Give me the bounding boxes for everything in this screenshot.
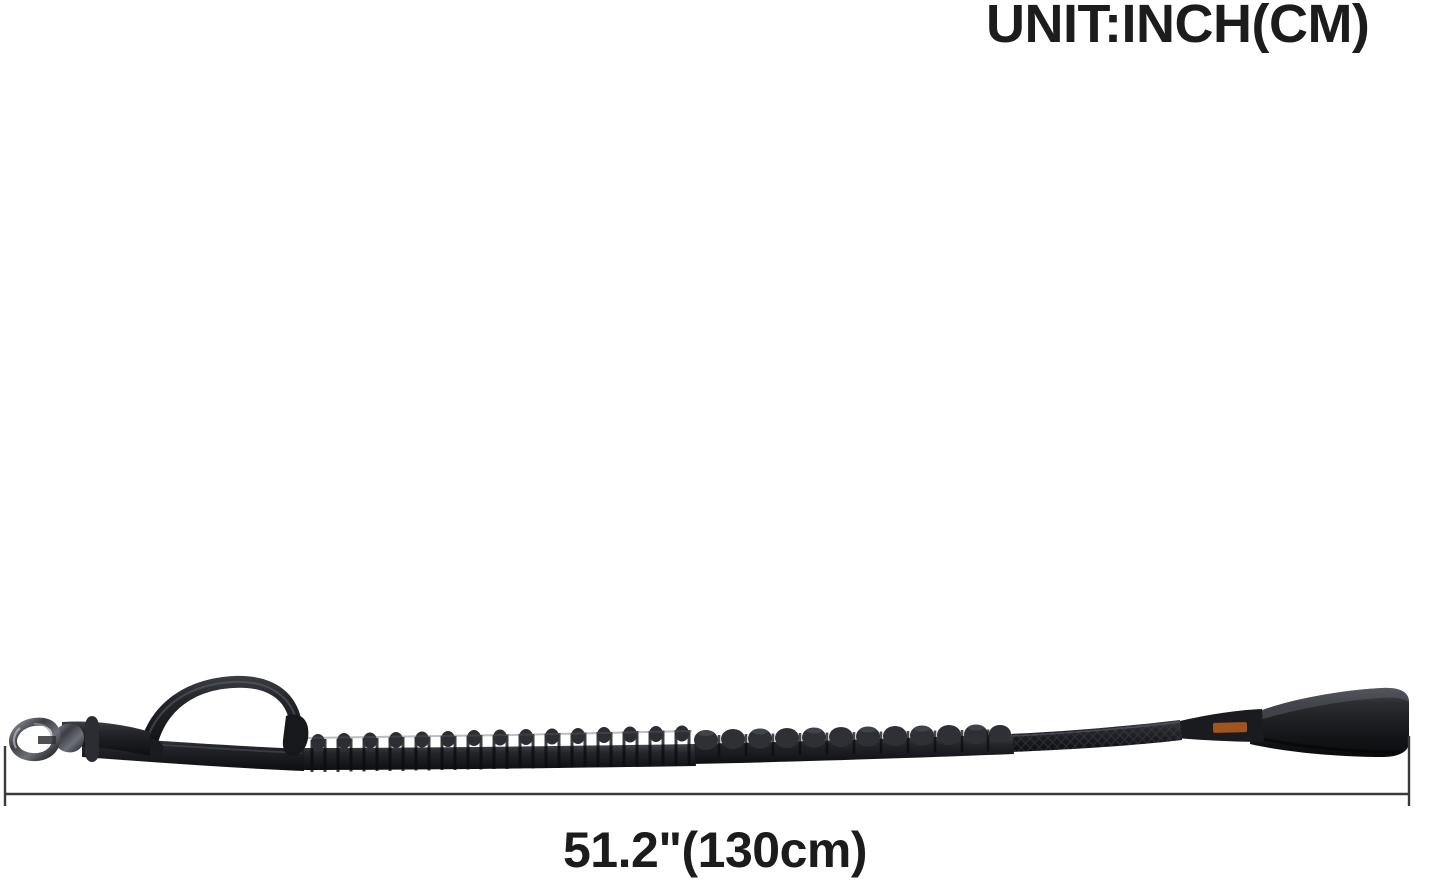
swivel-snap-hook bbox=[9, 717, 84, 762]
bungee-coil-section bbox=[300, 725, 696, 772]
padded-handle bbox=[1250, 687, 1409, 757]
unit-note-label: UNIT:INCH(CM) bbox=[986, 0, 1370, 54]
clip-webbing bbox=[62, 716, 150, 762]
textured-webbing bbox=[1008, 720, 1182, 752]
bungee-bump-section bbox=[690, 724, 1014, 764]
dimension-value-label: 51.2"(130cm) bbox=[563, 822, 868, 878]
